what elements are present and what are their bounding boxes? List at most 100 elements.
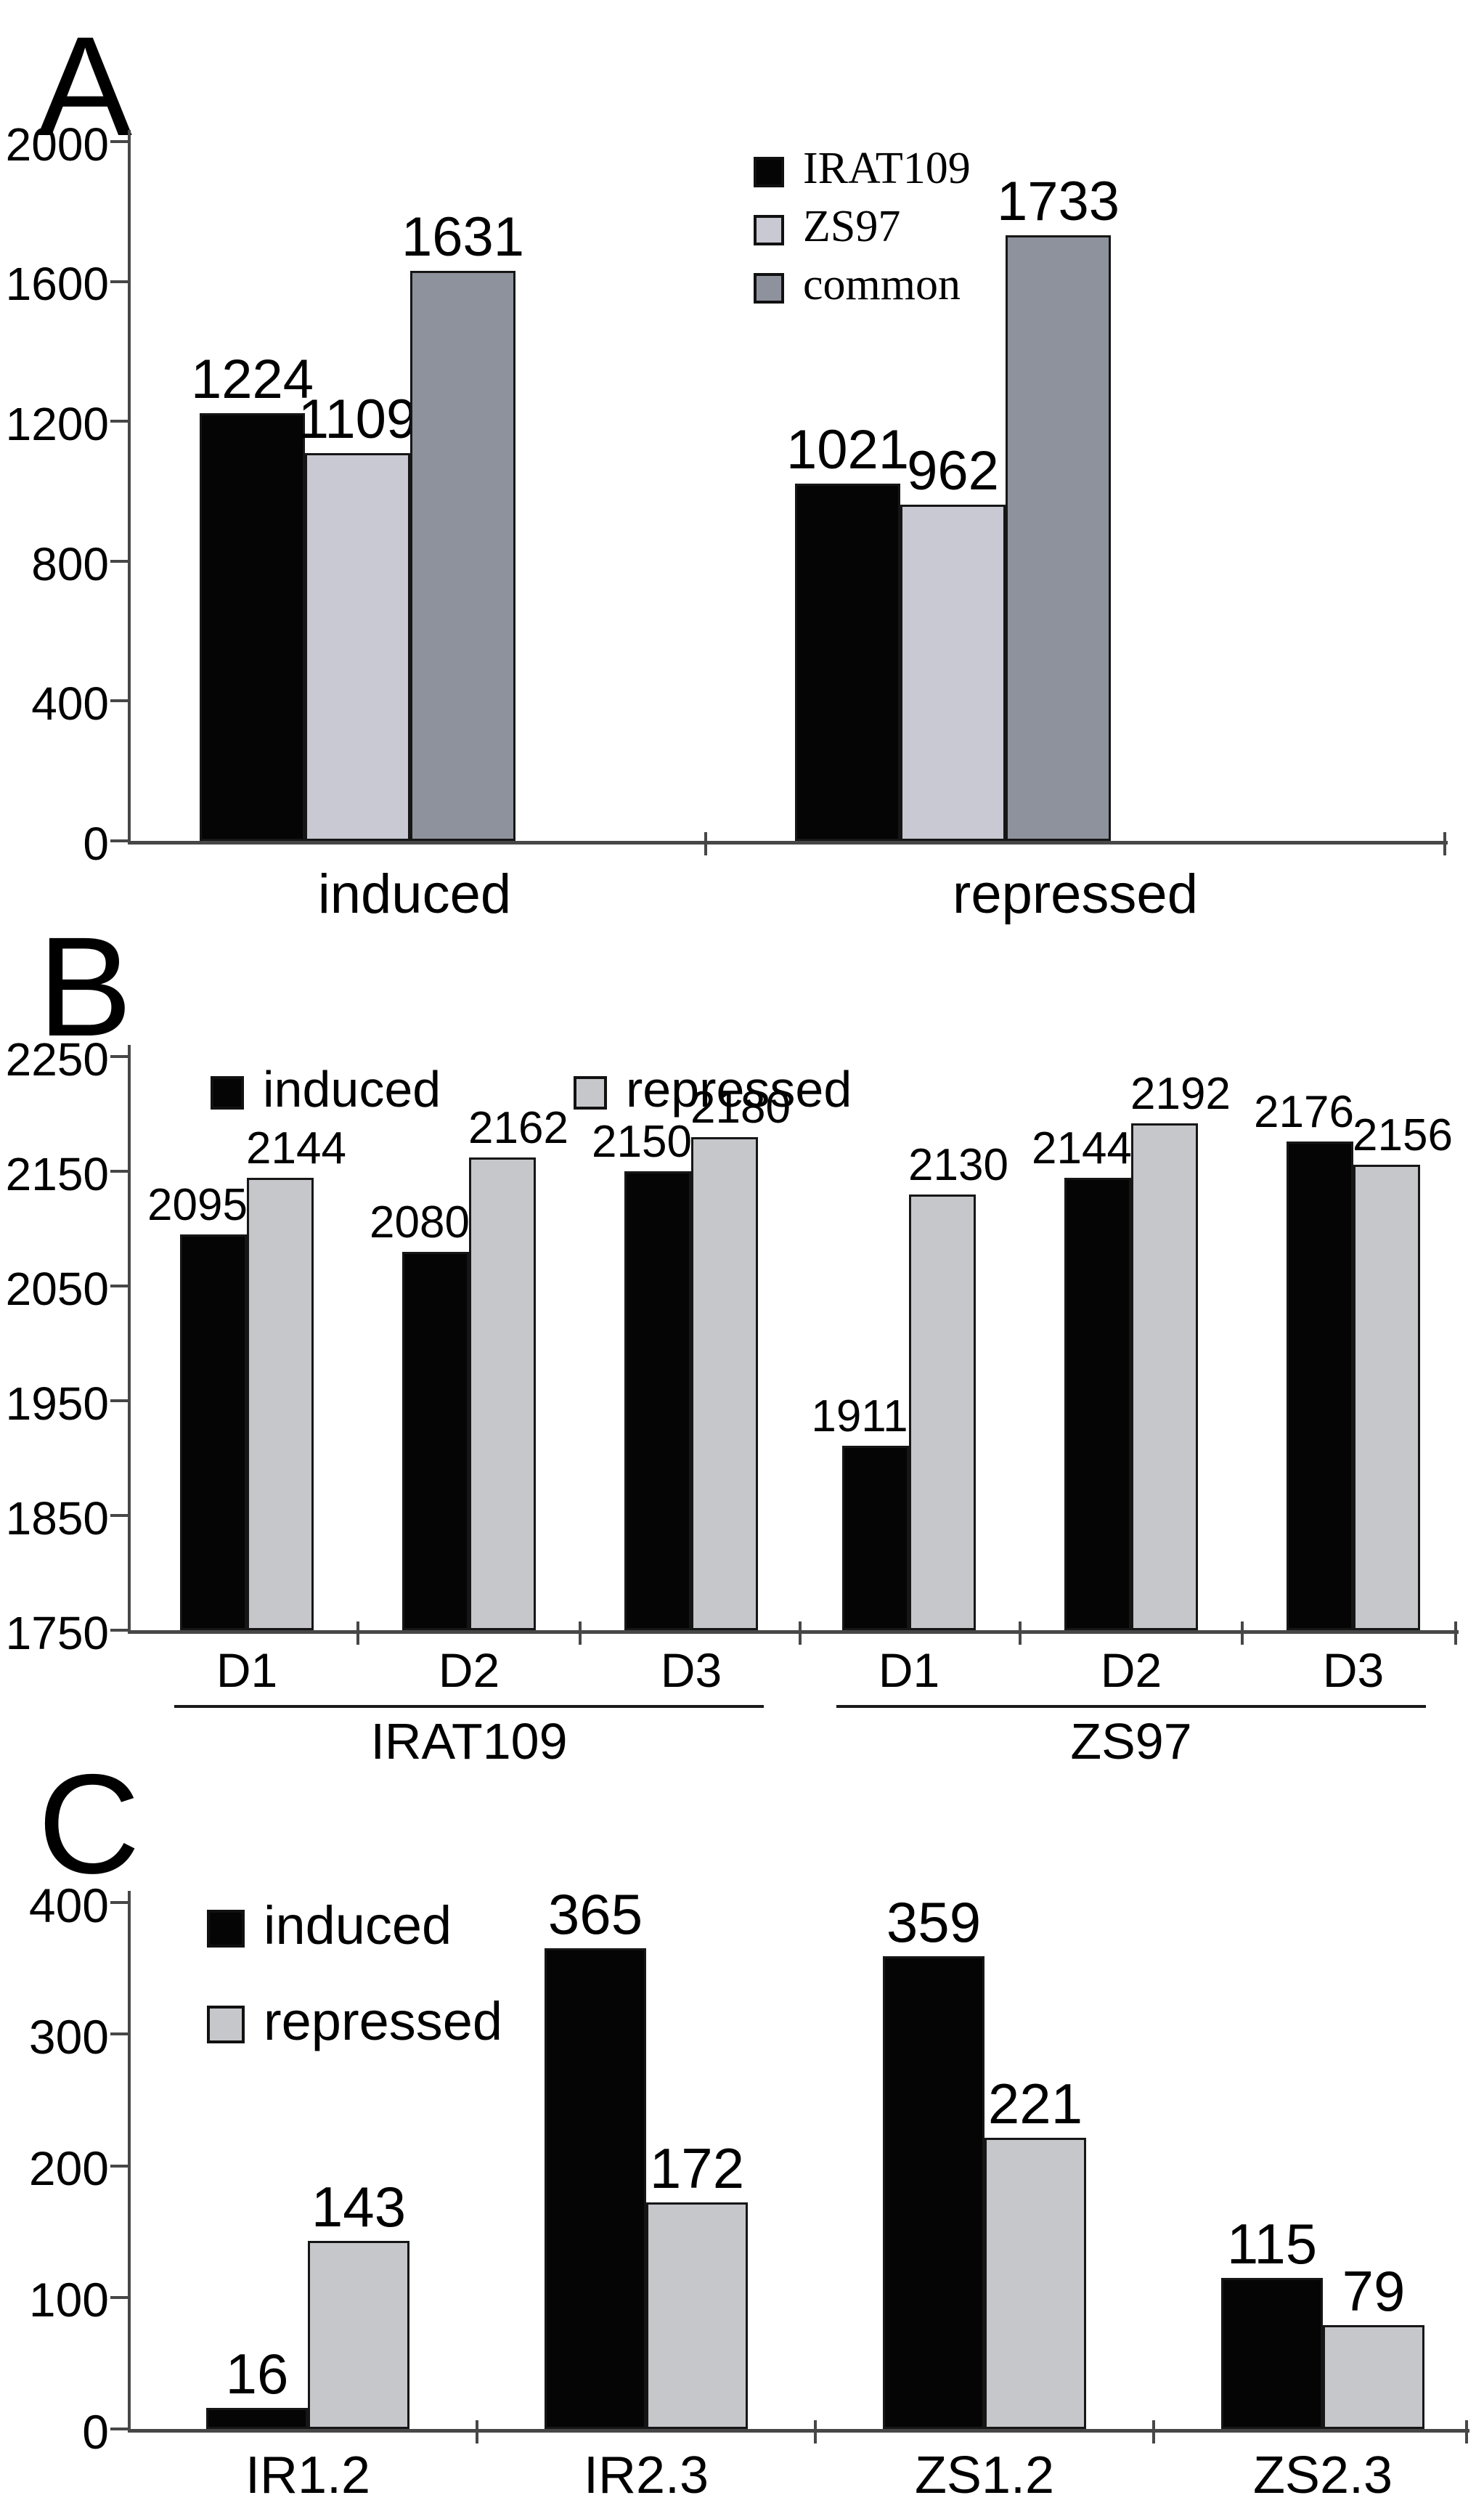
bar-value-label: 2192 [1130,1068,1231,1119]
bar-value-label: 1733 [996,170,1120,232]
x-category-label: D3 [660,1643,722,1697]
panel-label: B [38,908,133,1066]
bar-value-label: 365 [547,1882,643,1947]
x-category-label: repressed [953,863,1198,925]
category-tick-mark [1152,2420,1155,2443]
x-axis-line [128,841,1448,845]
y-tick-mark [110,839,131,842]
bar [795,484,900,841]
y-tick-label: 2150 [5,1147,109,1200]
legend-swatch [211,1076,244,1110]
bar-value-label: 1224 [190,348,314,410]
bar [247,1178,314,1630]
x-category-label: D2 [438,1643,500,1697]
y-tick-label: 0 [82,2404,109,2459]
bar [305,453,410,841]
bar [1353,1164,1420,1630]
bar-value-label: 1631 [401,205,525,268]
legend-label: ZS97 [803,202,901,252]
bar [402,1251,469,1630]
y-tick-mark [110,2295,131,2299]
y-tick-label: 400 [31,677,109,731]
y-axis-line [128,130,131,844]
y-tick-mark [110,1629,131,1632]
y-tick-label: 2000 [5,118,109,171]
y-tick-mark [110,1055,131,1058]
bar [410,270,515,841]
bar [545,1948,646,2429]
y-axis-line [128,1891,131,2432]
bar-value-label: 115 [1226,2211,1318,2276]
bar-value-label: 2162 [468,1103,568,1154]
y-tick-label: 800 [31,537,109,590]
legend-swatch [754,273,784,304]
y-tick-mark [110,1901,131,1904]
bar [180,1234,247,1630]
legend-label: repressed [264,1990,503,2051]
y-tick-mark [110,559,131,563]
bar [1323,2324,1424,2429]
bar [691,1136,758,1630]
bar-value-label: 2180 [690,1082,791,1133]
bar-value-label: 2156 [1353,1110,1453,1160]
legend-swatch [574,1076,607,1110]
bar [308,2240,409,2429]
category-tick-mark [1019,1621,1022,1645]
x-category-label: IR1.2 [245,2446,371,2504]
bar-value-label: 2144 [1032,1123,1132,1174]
bar-value-label: 221 [987,2072,1083,2136]
group-label: ZS97 [1070,1713,1192,1770]
bar [1064,1178,1131,1630]
bar-value-label: 2176 [1254,1086,1354,1137]
legend-label: induced [263,1061,441,1118]
y-tick-label: 1750 [5,1606,109,1659]
group-underline [836,1705,1426,1708]
bar-value-label: 143 [311,2174,407,2239]
x-category-label: D1 [216,1643,278,1697]
y-tick-mark [110,420,131,423]
bar-value-label: 359 [886,1890,982,1955]
legend-swatch [754,157,784,187]
bar [1131,1123,1198,1630]
bar [206,2408,308,2429]
bar-value-label: 2080 [370,1197,470,1248]
legend-label: common [803,260,961,310]
bar-value-label: 2144 [246,1123,346,1174]
bar-value-label: 1021 [786,419,910,481]
x-category-label: ZS1.2 [914,2446,1055,2504]
y-tick-label: 1950 [5,1377,109,1430]
category-tick-mark [476,2420,478,2443]
y-tick-label: 0 [83,817,109,870]
y-tick-mark [110,140,131,143]
bar-value-label: 2095 [147,1179,248,1230]
y-tick-label: 2050 [5,1262,109,1315]
bar-value-label: 172 [649,2136,745,2201]
y-tick-label: 1850 [5,1492,109,1545]
category-tick-mark [1241,1621,1244,1645]
bar [1221,2277,1323,2429]
x-category-label: ZS2.3 [1252,2446,1393,2504]
x-axis-line [128,1630,1459,1634]
y-axis-line [128,1045,131,1633]
legend-label: IRAT109 [803,144,971,194]
bar [984,2138,1086,2429]
category-tick-mark [1443,832,1446,855]
category-tick-mark [814,2420,817,2443]
legend-swatch [754,215,784,245]
x-category-label: IR2.3 [583,2446,709,2504]
y-tick-mark [110,699,131,703]
category-tick-mark [799,1621,802,1645]
panel-label: C [38,1745,140,1903]
y-tick-mark [110,1399,131,1402]
legend-swatch [207,2006,245,2043]
y-tick-label: 1600 [5,258,109,311]
bar-value-label: 2130 [908,1139,1008,1190]
bar [1006,235,1111,841]
category-tick-mark [1465,2420,1468,2443]
y-tick-label: 300 [28,2009,109,2064]
bar [842,1445,909,1630]
y-tick-label: 400 [28,1878,109,1932]
x-category-label: D1 [878,1643,940,1697]
bar [1287,1141,1353,1630]
